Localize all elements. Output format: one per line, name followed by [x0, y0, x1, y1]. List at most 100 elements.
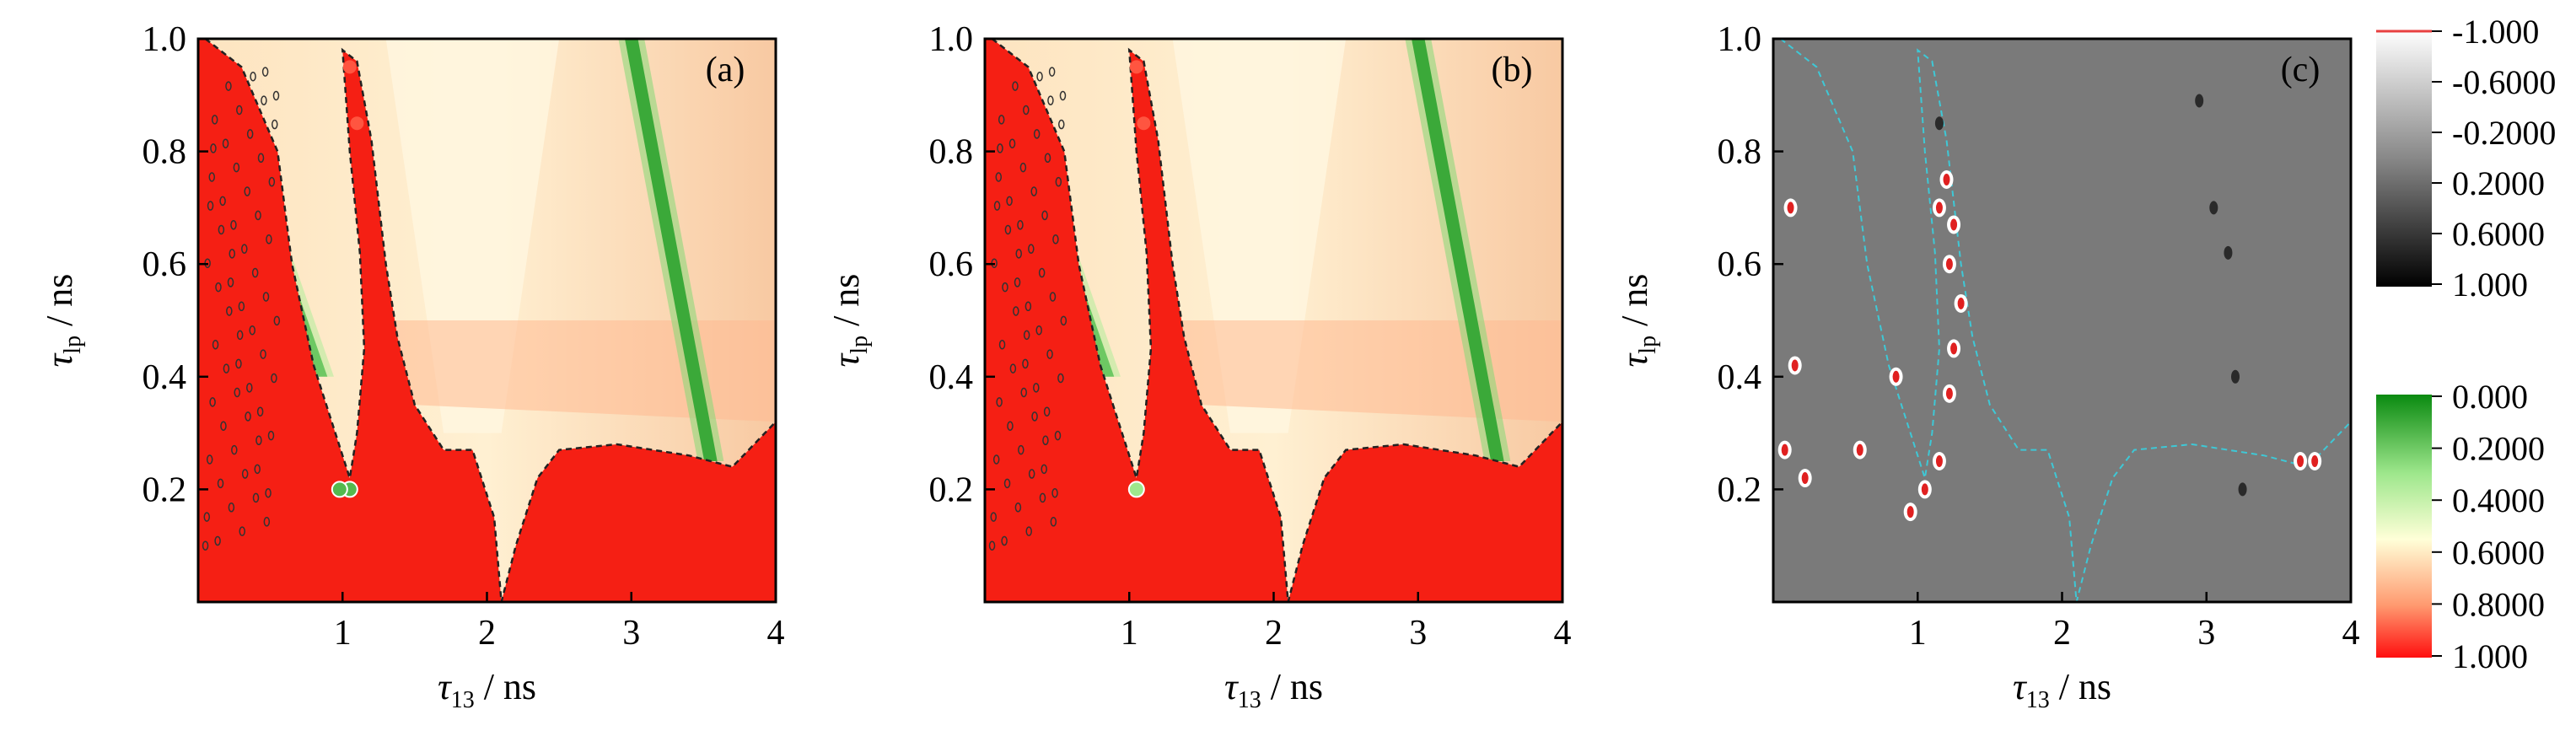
speckle — [272, 119, 278, 130]
y-tick-label: 0.6 — [929, 245, 974, 284]
speckle — [1001, 535, 1008, 546]
speckle — [1051, 487, 1058, 498]
speckle — [261, 67, 269, 77]
red-spot — [2297, 455, 2304, 467]
red-spot — [1945, 258, 1953, 271]
dark-spot — [1934, 116, 1944, 131]
colorbar-tick-label: 0.8000 — [2452, 585, 2545, 623]
y-tick-label: 0.2 — [929, 470, 974, 509]
x-tick-label: 3 — [1409, 614, 1427, 653]
speckle — [230, 220, 237, 230]
speckle — [206, 454, 213, 465]
speckle — [267, 430, 275, 441]
speckle — [238, 301, 245, 312]
speckle — [217, 478, 224, 489]
speckle — [220, 421, 227, 431]
speckle — [208, 172, 216, 182]
x-axis-unit: / ns — [475, 666, 536, 707]
red-spot — [1943, 174, 1950, 185]
speckle — [229, 249, 235, 259]
speckle — [1041, 464, 1047, 475]
y-axis-subscript: lp — [847, 336, 873, 354]
speckle — [993, 201, 1001, 211]
y-axis-symbol: τ — [1614, 352, 1655, 367]
speckle — [1022, 358, 1029, 369]
panel-label: (c) — [2281, 51, 2321, 89]
red-spot — [1801, 472, 1809, 485]
speckle — [1007, 421, 1014, 431]
speckle — [1057, 373, 1064, 384]
speckle — [998, 339, 1006, 350]
speckle — [1039, 492, 1046, 503]
speckle — [1024, 301, 1032, 312]
red-spot — [1950, 342, 1958, 355]
speckle — [245, 411, 251, 422]
red-spot — [1950, 218, 1958, 231]
speckle — [271, 373, 277, 384]
speckle — [234, 387, 240, 398]
speckle — [246, 383, 253, 393]
x-axis-symbol: τ — [438, 666, 453, 707]
speckle — [260, 349, 266, 359]
speckle — [226, 306, 233, 316]
speckle — [225, 81, 232, 91]
speckle — [1033, 129, 1041, 139]
speckle — [262, 292, 270, 302]
speckle — [1059, 90, 1067, 101]
speckle — [1012, 81, 1019, 91]
y-tick-label: 0.8 — [143, 133, 187, 172]
red-spot — [1935, 202, 1943, 214]
speckle — [268, 176, 276, 187]
red-spot — [1921, 483, 1928, 496]
red-spot — [1957, 297, 1965, 309]
speckle — [1028, 469, 1035, 479]
speckle — [990, 512, 998, 522]
speckle — [241, 469, 249, 479]
x-axis-label: τ13 / ns — [438, 666, 536, 713]
speckle — [215, 282, 222, 293]
speckle — [266, 234, 272, 245]
red-spot — [350, 116, 364, 131]
green-band — [625, 39, 718, 461]
y-tick-label: 0.8 — [929, 133, 974, 172]
colorbar-bottom-gradient — [2376, 395, 2432, 658]
panel-label: (b) — [1492, 51, 1533, 89]
x-tick-label: 3 — [2197, 614, 2215, 653]
y-tick-label: 0.8 — [1718, 133, 1762, 172]
speckle — [211, 115, 218, 125]
x-axis-unit: / ns — [1261, 666, 1323, 707]
y-axis-subscript: lp — [1635, 336, 1661, 354]
speckle — [1049, 292, 1057, 302]
y-tick-label: 0.4 — [1718, 358, 1762, 397]
speckle — [1017, 220, 1024, 230]
speckle — [1008, 138, 1016, 148]
speckle — [1035, 325, 1042, 336]
dark-spot — [2195, 94, 2204, 108]
speckle — [1036, 72, 1043, 82]
colorbar-tick-label: -0.6000 — [2452, 63, 2556, 101]
speckle — [1018, 444, 1024, 455]
speckle — [1055, 176, 1062, 187]
speckle — [203, 512, 211, 522]
speckle — [1050, 517, 1057, 527]
colorbar-tick-label: 0.6000 — [2452, 534, 2545, 572]
x-tick-label: 2 — [478, 614, 496, 653]
red-spot — [1935, 455, 1943, 467]
red-spot — [1892, 370, 1900, 383]
speckle — [210, 143, 217, 153]
speckle — [233, 162, 240, 173]
colorbar-tick-label: -0.2000 — [2452, 114, 2556, 152]
x-tick-label: 3 — [622, 614, 640, 653]
speckle — [1004, 224, 1012, 235]
speckle — [1058, 119, 1065, 130]
speckle — [246, 129, 254, 139]
speckle — [1014, 277, 1021, 288]
red-region — [985, 39, 1562, 602]
x-axis-unit: / ns — [2050, 666, 2111, 707]
x-tick-label: 2 — [2053, 614, 2071, 653]
green-spot — [1127, 481, 1145, 498]
green-spot — [331, 481, 348, 498]
